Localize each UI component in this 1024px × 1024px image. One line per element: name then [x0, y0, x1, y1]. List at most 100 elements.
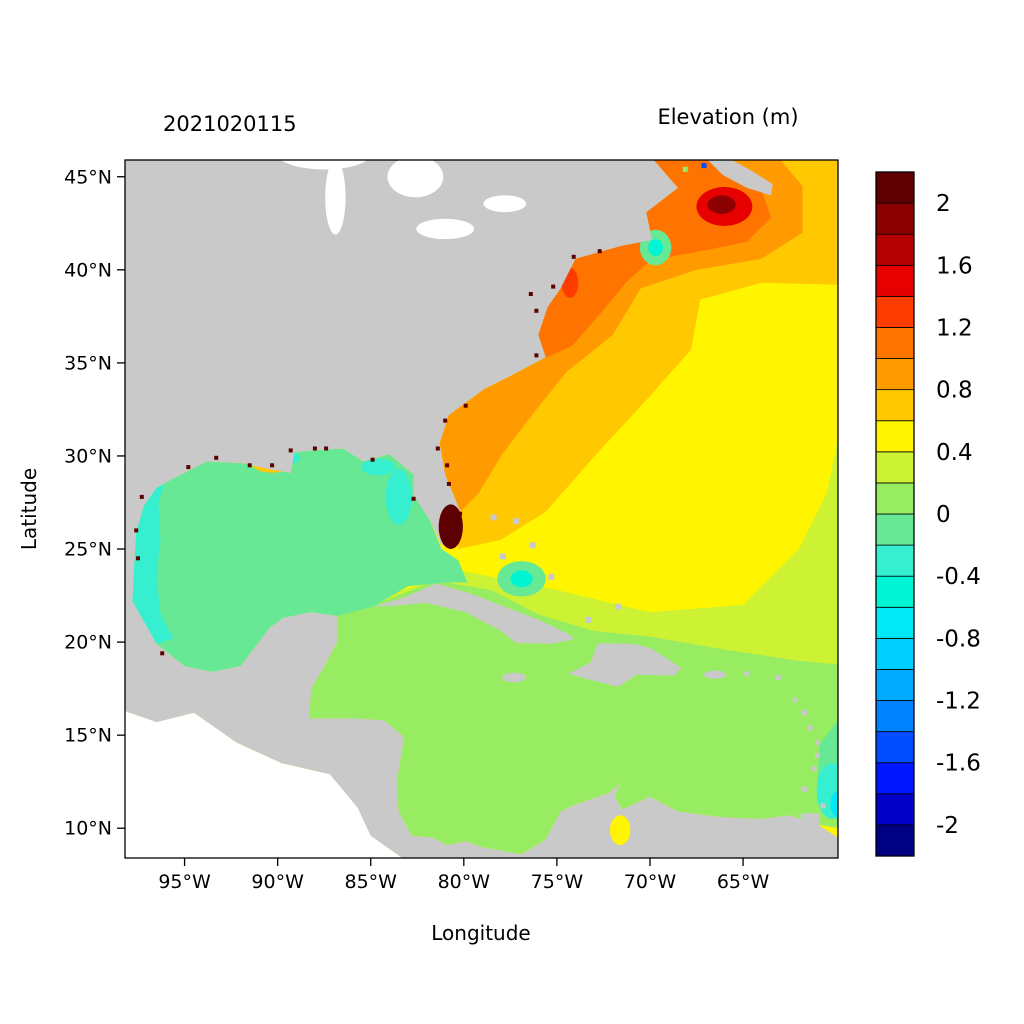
- region-nantucket-core: [648, 239, 663, 256]
- region-estuary-speckles: [597, 249, 602, 254]
- colorbar-band: [875, 233, 915, 266]
- region-lesser-antilles: [815, 753, 820, 759]
- region-estuary-speckles: [445, 463, 450, 468]
- colorbar-band: [875, 544, 915, 577]
- colorbar-tick-label: -1.2: [936, 689, 981, 715]
- region-mainland: [125, 160, 838, 858]
- region-bahamas: [512, 518, 519, 525]
- colorbar-tick-label: -1.6: [936, 751, 981, 777]
- region-estuary-speckles: [446, 481, 451, 486]
- y-tick-label: 25°N: [64, 539, 112, 561]
- region-bahamas: [615, 603, 622, 610]
- region-fundy-blue-speck: [701, 163, 707, 169]
- colorbar-band: [875, 606, 915, 639]
- region-pacific-no-data: [125, 711, 403, 858]
- region-estuary-speckles: [214, 455, 219, 460]
- region-bahamas: [585, 616, 592, 623]
- x-tick-label: 80°W: [438, 871, 491, 893]
- region-estuary-speckles: [458, 511, 463, 516]
- region-lake-maracaibo: [610, 815, 631, 845]
- region-wfl-shelf-cyan: [385, 469, 412, 525]
- region-fundy-green-speck: [682, 166, 688, 172]
- plot-timestamp-title: 2021020115: [163, 112, 297, 136]
- region-fundy-dark-core: [707, 195, 736, 214]
- region-estuary-speckles: [528, 292, 533, 296]
- y-tick-label: 35°N: [64, 352, 112, 374]
- region-estuary-speckles: [270, 463, 275, 468]
- region-nova-scotia: [707, 160, 773, 196]
- x-axis-label: Longitude: [431, 921, 530, 945]
- region-lesser-antilles: [807, 725, 813, 731]
- plot-border: [124, 159, 839, 859]
- region-estuary-speckles: [571, 254, 576, 259]
- region-puerto-rico: [703, 670, 727, 679]
- region-apalachee-cyan: [361, 458, 396, 476]
- colorbar-band: [875, 513, 915, 546]
- colorbar-tick-label: 1.6: [936, 253, 973, 279]
- colorbar-band: [875, 451, 915, 484]
- region-lake-superior: [280, 160, 368, 170]
- region-lesser-antilles: [775, 675, 781, 680]
- x-tick-label: 95°W: [158, 871, 211, 893]
- colorbar-tick-label: 1.2: [936, 316, 973, 342]
- y-tick-label: 15°N: [64, 725, 112, 747]
- region-lesser-antilles: [811, 766, 817, 772]
- colorbar-tick-label: 0.8: [936, 378, 973, 404]
- region-caribbean-green: [309, 580, 838, 855]
- region-lake-erie: [416, 218, 475, 240]
- y-axis-label: Latitude: [17, 468, 41, 550]
- region-bahamas: [490, 514, 497, 521]
- colorbar-band: [875, 295, 915, 328]
- colorbar-band: [875, 762, 915, 795]
- colorbar-band: [875, 482, 915, 515]
- region-bahamas: [548, 573, 555, 580]
- plot-frame: [124, 159, 839, 859]
- region-estuary-speckles: [247, 463, 252, 468]
- region-lake-michigan: [325, 160, 346, 235]
- colorbar-band: [875, 824, 915, 857]
- region-estuary-speckles: [186, 465, 191, 470]
- colorbar-band: [875, 731, 915, 764]
- region-estuary-speckles: [443, 418, 448, 423]
- y-tick-label: 30°N: [64, 445, 112, 467]
- region-estuary-speckles: [534, 308, 539, 313]
- region-estuary-speckles: [551, 284, 556, 289]
- region-cuba: [372, 583, 574, 644]
- x-tick-label: 85°W: [344, 871, 397, 893]
- colorbar: 2 1.6 1.2 0.8 0.4 0 -0.4 -0.8 -1.2 -1.6 -2: [875, 171, 981, 857]
- region-estuary-speckles: [139, 494, 144, 499]
- region-estuary-speckles: [534, 353, 539, 358]
- region-estuary-speckles: [435, 446, 440, 451]
- region-lesser-antilles: [815, 740, 820, 746]
- region-estuary-speckles: [288, 448, 293, 453]
- region-estuary-speckles: [134, 528, 139, 533]
- map-layer: [125, 160, 838, 858]
- region-estuary-speckles: [463, 403, 468, 408]
- colorbar-band: [875, 358, 915, 391]
- region-hispaniola: [568, 643, 682, 687]
- colorbar-band: [875, 669, 915, 701]
- region-estuary-speckles: [411, 496, 416, 501]
- region-bahamas: [529, 542, 536, 549]
- region-transition-band: [372, 437, 838, 665]
- colorbar-band: [875, 202, 915, 235]
- region-gulf-of-mexico-green: [132, 448, 468, 672]
- colorbar-band: [875, 575, 915, 608]
- region-lesser-antilles: [744, 671, 750, 677]
- y-tick-label: 40°N: [64, 259, 112, 281]
- region-estuary-speckles: [136, 556, 140, 561]
- colorbar-band: [875, 793, 915, 826]
- region-estuary-speckles: [160, 651, 165, 656]
- region-lake-huron: [387, 160, 444, 198]
- region-estuary-speckles: [312, 446, 317, 451]
- region-west-gulf-cyan: [132, 470, 185, 644]
- axis-ticks: 95°W 90°W 85°W 80°W 75°W 70°W 65°W 45°N 40°N 35°N…: [64, 166, 769, 893]
- colorbar-tick-label: -2: [936, 813, 959, 839]
- region-lake-ontario: [483, 195, 527, 213]
- colorbar-band: [875, 171, 915, 204]
- region-lesser-antilles: [802, 786, 807, 792]
- region-trinidad: [800, 813, 820, 827]
- colorbar-band: [875, 389, 915, 422]
- colorbar-border: [875, 171, 915, 857]
